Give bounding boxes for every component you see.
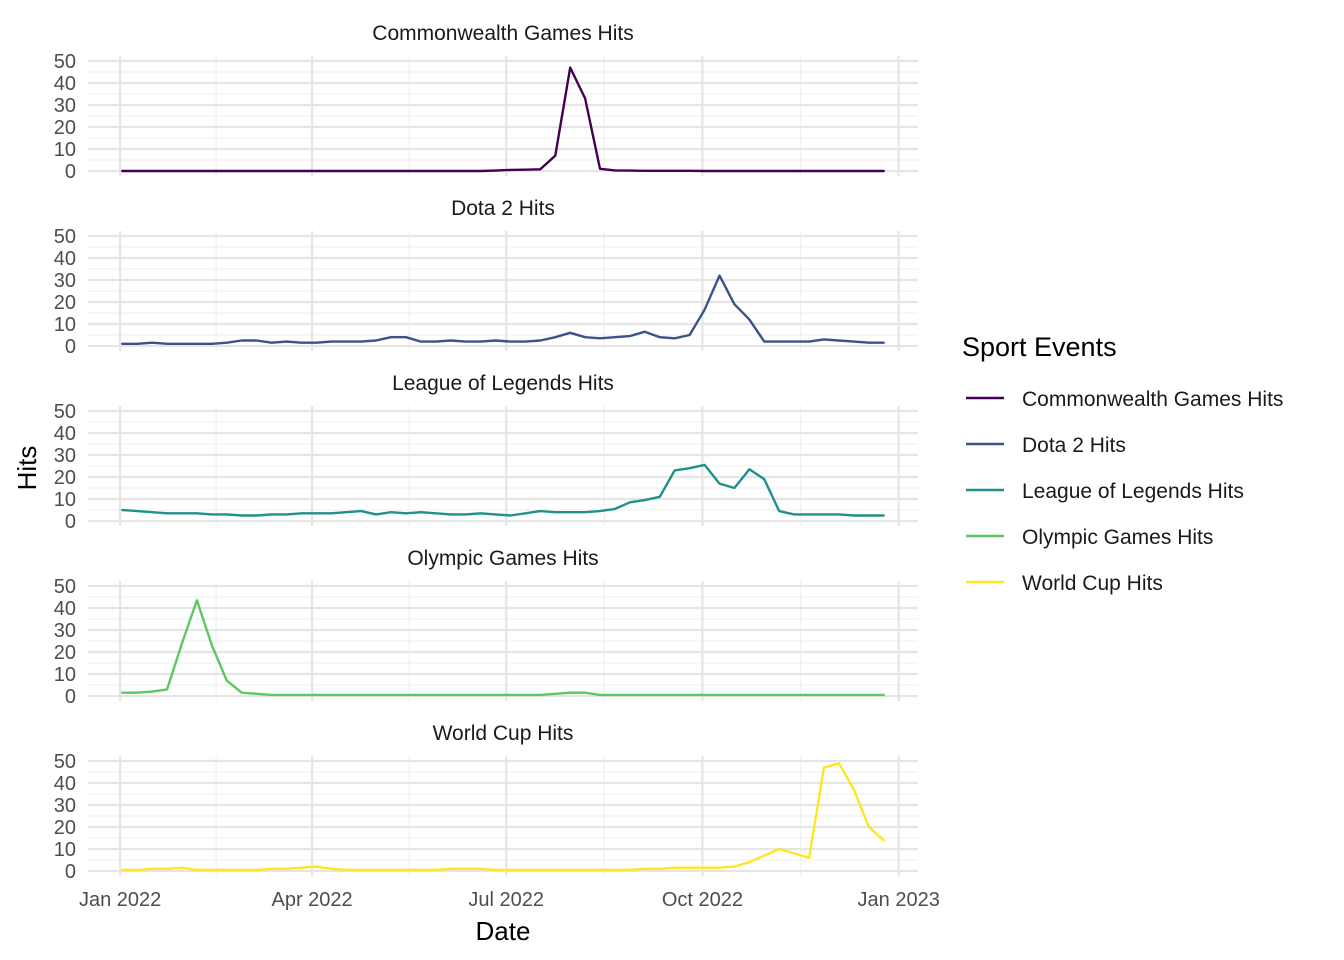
y-tick-label-3-5: 50: [54, 576, 76, 598]
y-tick-label-3-0: 0: [65, 686, 76, 708]
series-line-4: [121, 762, 885, 872]
y-tick-label-4-5: 50: [54, 751, 76, 773]
x-tick-label-0: Jan 2022: [79, 889, 161, 911]
y-tick-label-0-3: 30: [54, 95, 76, 117]
y-tick-label-2-2: 20: [54, 467, 76, 489]
y-tick-label-1-5: 50: [54, 226, 76, 248]
x-tick-label-1: Apr 2022: [272, 889, 353, 911]
y-tick-label-1-1: 10: [54, 314, 76, 336]
y-tick-label-0-4: 40: [54, 73, 76, 95]
y-tick-label-3-1: 10: [54, 664, 76, 686]
legend-label-3: Olympic Games Hits: [1022, 526, 1213, 549]
y-tick-label-2-0: 0: [65, 511, 76, 533]
y-tick-label-0-5: 50: [54, 51, 76, 73]
y-tick-label-2-1: 10: [54, 489, 76, 511]
y-axis-title: Hits: [12, 446, 42, 491]
y-tick-label-0-1: 10: [54, 139, 76, 161]
panel-title-2: League of Legends Hits: [392, 372, 614, 395]
y-tick-label-0-2: 20: [54, 117, 76, 139]
y-tick-label-3-2: 20: [54, 642, 76, 664]
y-tick-label-1-0: 0: [65, 336, 76, 358]
y-tick-label-1-3: 30: [54, 270, 76, 292]
series-line-3: [121, 599, 885, 697]
y-tick-label-2-5: 50: [54, 401, 76, 423]
y-tick-label-0-0: 0: [65, 161, 76, 183]
x-tick-label-4: Jan 2023: [858, 889, 940, 911]
x-axis-title: Date: [476, 916, 531, 946]
x-tick-label-2: Jul 2022: [468, 889, 544, 911]
series-line-2: [121, 463, 885, 517]
x-tick-label-3: Oct 2022: [662, 889, 743, 911]
y-tick-label-2-4: 40: [54, 423, 76, 445]
panel-title-1: Dota 2 Hits: [451, 197, 555, 220]
series-line-1: [121, 274, 885, 345]
series-line-0: [121, 66, 885, 173]
legend-label-4: World Cup Hits: [1022, 572, 1163, 595]
legend-label-2: League of Legends Hits: [1022, 480, 1244, 503]
panel-title-4: World Cup Hits: [433, 722, 574, 745]
legend-label-0: Commonwealth Games Hits: [1022, 388, 1283, 411]
y-tick-label-4-3: 30: [54, 795, 76, 817]
y-tick-label-1-4: 40: [54, 248, 76, 270]
y-tick-label-1-2: 20: [54, 292, 76, 314]
panel-title-0: Commonwealth Games Hits: [372, 22, 633, 45]
legend-title: Sport Events: [962, 332, 1117, 362]
y-tick-label-4-1: 10: [54, 839, 76, 861]
y-tick-label-3-4: 40: [54, 598, 76, 620]
legend-label-1: Dota 2 Hits: [1022, 434, 1126, 457]
y-tick-label-4-2: 20: [54, 817, 76, 839]
panel-title-3: Olympic Games Hits: [407, 547, 598, 570]
y-tick-label-4-0: 0: [65, 861, 76, 883]
y-tick-label-2-3: 30: [54, 445, 76, 467]
y-tick-label-4-4: 40: [54, 773, 76, 795]
y-tick-label-3-3: 30: [54, 620, 76, 642]
